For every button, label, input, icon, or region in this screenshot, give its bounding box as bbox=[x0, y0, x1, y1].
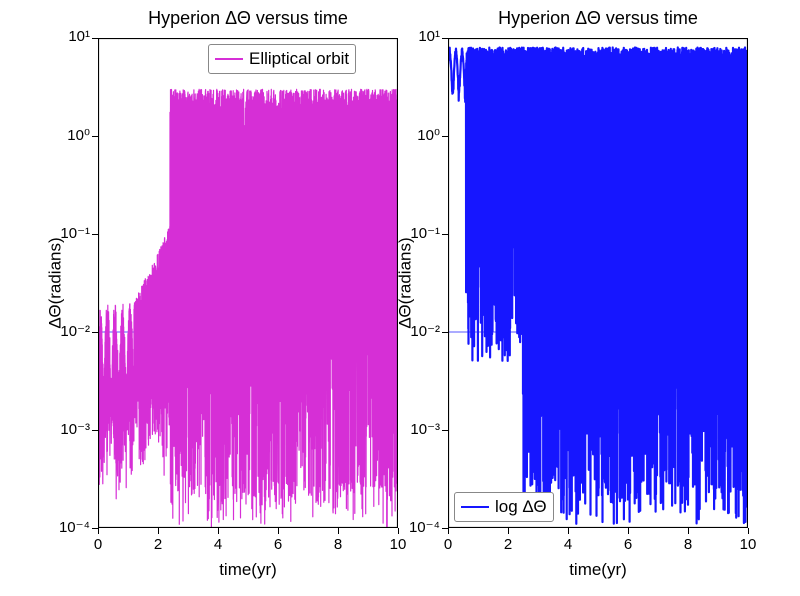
legend-label: log ΔΘ bbox=[495, 497, 547, 517]
y-tick bbox=[442, 136, 448, 137]
y-tick-label: 10⁰ bbox=[417, 126, 440, 144]
y-axis-label: ΔΘ(radians) bbox=[45, 237, 65, 328]
plot-area bbox=[98, 38, 398, 528]
y-tick-label: 10⁻² bbox=[410, 322, 440, 340]
y-tick bbox=[92, 136, 98, 137]
x-tick-label: 10 bbox=[388, 536, 408, 553]
x-tick-label: 0 bbox=[88, 536, 108, 553]
plot-title: Hyperion ΔΘ versus time bbox=[98, 8, 398, 29]
plot-title: Hyperion ΔΘ versus time bbox=[448, 8, 748, 29]
x-tick-label: 0 bbox=[438, 536, 458, 553]
x-tick bbox=[278, 528, 279, 534]
legend-line bbox=[215, 58, 243, 60]
x-tick bbox=[688, 528, 689, 534]
legend-label: Elliptical orbit bbox=[249, 49, 349, 69]
figure: Hyperion ΔΘ versus time ΔΘ(radians) time(y… bbox=[0, 0, 800, 596]
y-tick bbox=[92, 430, 98, 431]
x-tick-label: 8 bbox=[328, 536, 348, 553]
x-tick-label: 6 bbox=[268, 536, 288, 553]
x-tick-label: 6 bbox=[618, 536, 638, 553]
y-tick-label: 10⁻⁴ bbox=[59, 518, 90, 536]
y-tick-label: 10⁻³ bbox=[410, 420, 440, 438]
x-tick bbox=[158, 528, 159, 534]
x-tick bbox=[508, 528, 509, 534]
x-tick bbox=[98, 528, 99, 534]
plot-area bbox=[448, 38, 748, 528]
y-tick-label: 10⁰ bbox=[67, 126, 90, 144]
y-tick-label: 10¹ bbox=[68, 28, 90, 45]
y-tick bbox=[442, 332, 448, 333]
x-tick bbox=[448, 528, 449, 534]
y-tick bbox=[92, 234, 98, 235]
y-tick-label: 10¹ bbox=[418, 28, 440, 45]
x-tick-label: 8 bbox=[678, 536, 698, 553]
x-tick-label: 4 bbox=[558, 536, 578, 553]
x-tick-label: 4 bbox=[208, 536, 228, 553]
y-tick bbox=[442, 234, 448, 235]
y-tick-label: 10⁻¹ bbox=[60, 224, 90, 242]
y-tick bbox=[92, 38, 98, 39]
y-tick-label: 10⁻³ bbox=[60, 420, 90, 438]
y-tick-label: 10⁻⁴ bbox=[409, 518, 440, 536]
y-axis-label: ΔΘ(radians) bbox=[395, 237, 415, 328]
x-tick-label: 10 bbox=[738, 536, 758, 553]
x-tick bbox=[218, 528, 219, 534]
x-tick bbox=[628, 528, 629, 534]
legend: Elliptical orbit bbox=[208, 44, 356, 74]
legend-line bbox=[461, 506, 489, 508]
x-tick bbox=[748, 528, 749, 534]
y-tick-label: 10⁻¹ bbox=[410, 224, 440, 242]
y-tick bbox=[442, 38, 448, 39]
x-tick-label: 2 bbox=[498, 536, 518, 553]
x-tick-label: 2 bbox=[148, 536, 168, 553]
y-tick bbox=[92, 332, 98, 333]
x-tick bbox=[568, 528, 569, 534]
x-axis-label: time(yr) bbox=[448, 560, 748, 580]
x-axis-label: time(yr) bbox=[98, 560, 398, 580]
x-tick bbox=[338, 528, 339, 534]
y-tick bbox=[442, 430, 448, 431]
legend: log ΔΘ bbox=[454, 492, 554, 522]
y-tick-label: 10⁻² bbox=[60, 322, 90, 340]
x-tick bbox=[398, 528, 399, 534]
